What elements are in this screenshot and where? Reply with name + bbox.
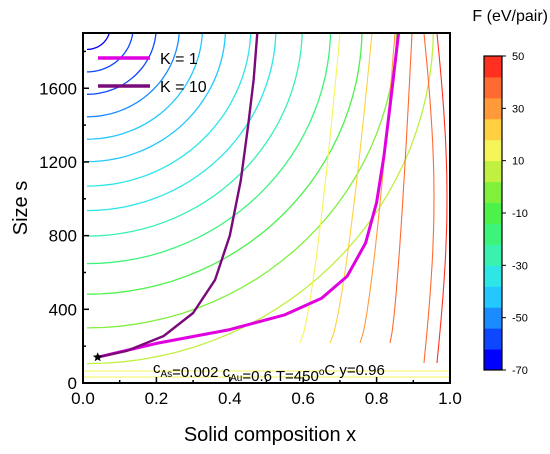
y-tick-label: 400 xyxy=(49,300,77,319)
colorbar-band xyxy=(484,328,502,350)
colorbar-band xyxy=(484,286,502,308)
contour-line xyxy=(329,33,373,344)
y-tick-label: 1200 xyxy=(39,153,77,172)
contour-line xyxy=(423,33,435,364)
legend-label: K = 1 xyxy=(160,51,198,68)
colorbar-band xyxy=(484,349,502,371)
x-tick-label: 0.0 xyxy=(71,389,95,408)
contour-line xyxy=(86,33,303,237)
contour-line xyxy=(86,33,434,365)
x-tick-label: 1.0 xyxy=(438,389,462,408)
y-tick-label: 800 xyxy=(49,227,77,246)
contour-lines xyxy=(83,33,450,378)
contour-line xyxy=(87,33,110,51)
y-axis: 0 400 800 1200 1600 xyxy=(39,50,89,393)
series-layer xyxy=(96,33,401,359)
x-axis: 0.0 0.2 0.4 0.6 0.8 1.0 xyxy=(71,377,462,408)
contour-line xyxy=(436,33,448,364)
colorbar-tick-label: 30 xyxy=(512,103,524,115)
contour-line xyxy=(359,33,396,344)
colorbar-band xyxy=(484,307,502,329)
colorbar-title: F (eV/pair) xyxy=(472,8,548,25)
contour-line xyxy=(86,33,332,265)
legend: K = 1 K = 10 xyxy=(98,51,207,96)
colorbar-tick-label: -10 xyxy=(512,208,528,220)
colorbar-band xyxy=(484,97,502,120)
colorbar-tick-label: -50 xyxy=(512,313,528,325)
contour-line xyxy=(86,33,363,295)
colorbar-tick-label: -70 xyxy=(512,365,528,377)
colorbar-tick-label: 10 xyxy=(512,156,524,168)
colorbar-band xyxy=(484,202,502,224)
colorbar-band xyxy=(484,223,502,245)
series-line-k10 xyxy=(96,33,259,359)
colorbar-band xyxy=(484,160,502,183)
colorbar-tick-label: -30 xyxy=(512,260,528,272)
start-marker-star xyxy=(92,352,103,362)
contour-line xyxy=(86,33,277,212)
colorbar: 50 30 10 -10 -30 -50 -70 xyxy=(483,51,528,377)
plot-background xyxy=(83,33,450,383)
x-tick-label: 0.8 xyxy=(365,389,389,408)
annotation: cAs=0.002 cAu=0.6 T=450oC y=0.96 xyxy=(92,352,385,385)
colorbar-band xyxy=(484,56,502,78)
x-tick-label: 0.6 xyxy=(291,389,315,408)
contour-line xyxy=(86,33,157,95)
contour-line xyxy=(389,33,413,344)
series-line-k1 xyxy=(96,33,401,359)
contour-line xyxy=(299,33,341,344)
colorbar-band xyxy=(484,244,502,266)
contour-line xyxy=(86,33,227,163)
contour-line xyxy=(86,33,180,118)
colorbar-tick-label: 50 xyxy=(512,51,524,63)
y-axis-label: Size s xyxy=(10,181,32,235)
colorbar-band xyxy=(484,118,502,141)
contour-line xyxy=(86,33,203,140)
colorbar-band xyxy=(484,76,502,99)
colorbar-band xyxy=(484,181,502,204)
colorbar-band xyxy=(484,265,502,287)
legend-label: K = 10 xyxy=(160,79,207,96)
x-tick-label: 0.4 xyxy=(218,389,242,408)
x-axis-label: Solid composition x xyxy=(184,424,356,446)
y-tick-label: 1600 xyxy=(39,79,77,98)
y-tick-label: 0 xyxy=(68,374,77,393)
contour-line xyxy=(86,33,252,187)
contour-line xyxy=(86,33,398,329)
x-tick-label: 0.2 xyxy=(145,389,169,408)
colorbar-band xyxy=(484,139,502,162)
conditions-annotation: cAs=0.002 cAu=0.6 T=450oC y=0.96 xyxy=(153,360,385,385)
